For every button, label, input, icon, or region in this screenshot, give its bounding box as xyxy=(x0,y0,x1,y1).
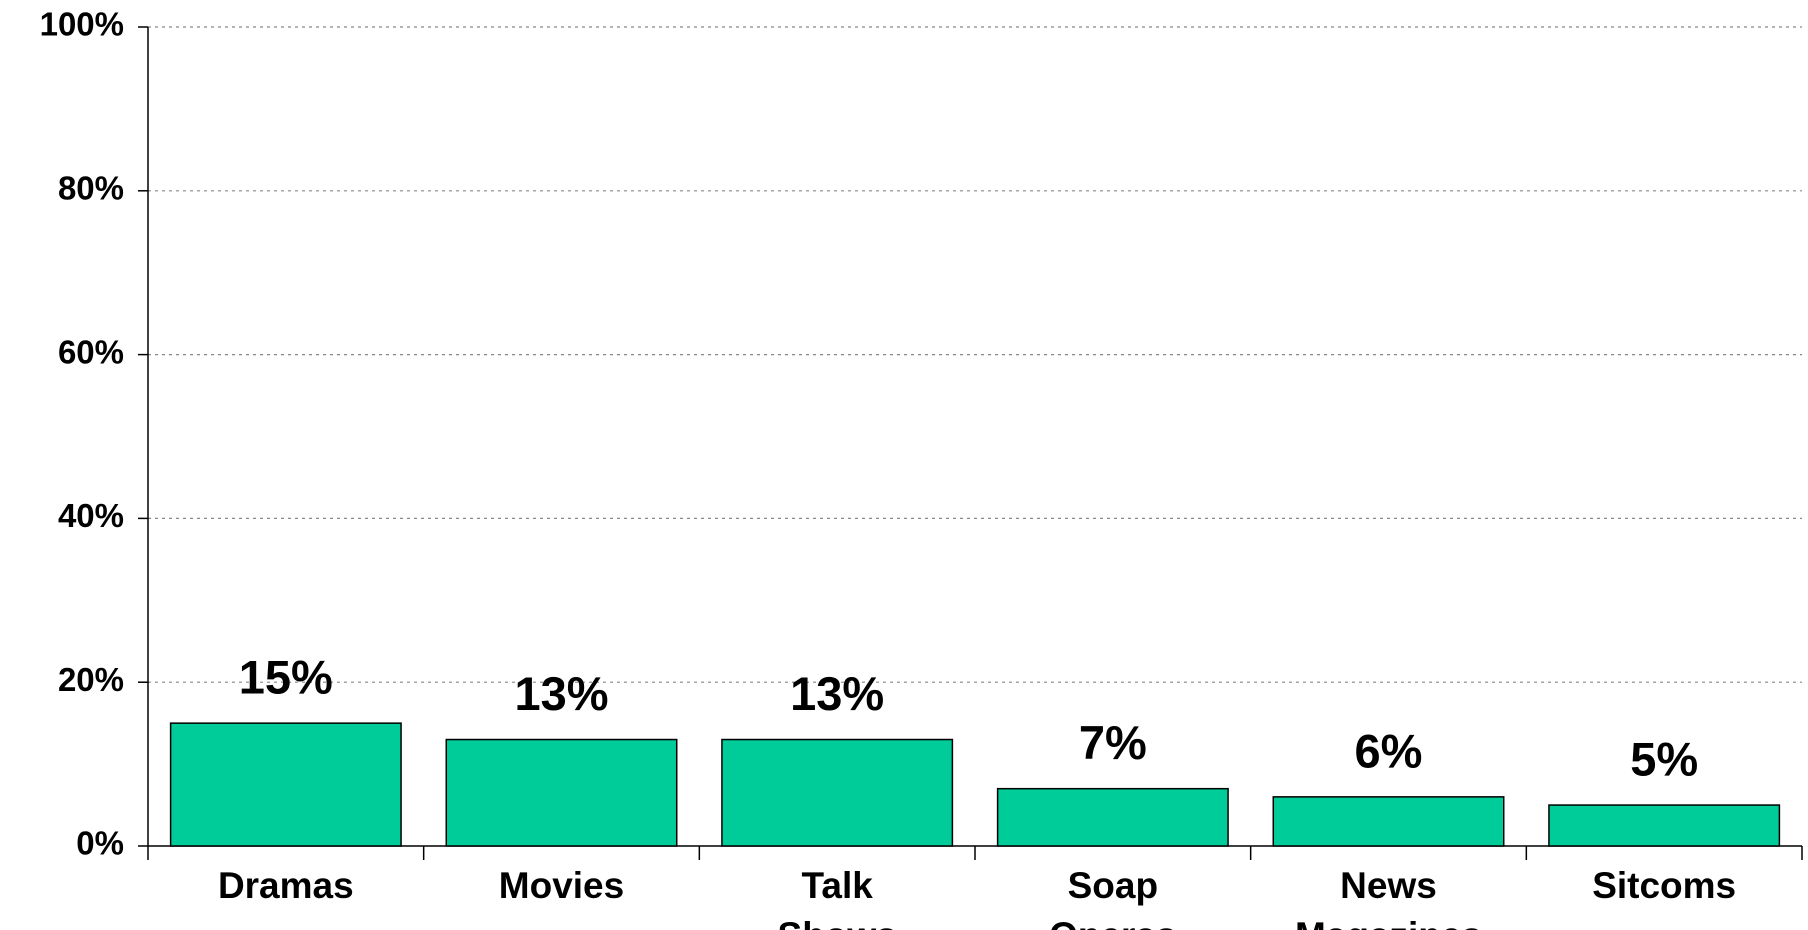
x-tick-label: Movies xyxy=(499,865,624,906)
x-tick-label: Dramas xyxy=(218,865,354,906)
value-label: 13% xyxy=(790,667,884,720)
y-tick-label: 80% xyxy=(58,170,124,207)
y-tick-label: 0% xyxy=(76,825,124,862)
x-tick-label: NewsMagazines xyxy=(1295,865,1482,930)
y-tick-label: 20% xyxy=(58,661,124,698)
bar xyxy=(996,787,1229,847)
bar xyxy=(169,722,402,847)
value-label: 6% xyxy=(1355,724,1423,777)
bar xyxy=(721,738,954,847)
bar xyxy=(445,738,678,847)
y-tick-label: 40% xyxy=(58,497,124,534)
bar xyxy=(1548,804,1781,847)
y-tick-label: 100% xyxy=(40,6,124,43)
value-label: 15% xyxy=(239,651,333,704)
y-tick-label: 60% xyxy=(58,333,124,370)
x-tick-label: Sitcoms xyxy=(1592,865,1736,906)
bar xyxy=(1272,796,1505,847)
x-tick-label: TalkShows xyxy=(778,865,897,930)
value-label: 7% xyxy=(1079,716,1147,769)
value-label: 13% xyxy=(514,667,608,720)
value-label: 5% xyxy=(1630,732,1698,785)
x-tick-label: SoapOperas xyxy=(1049,865,1177,930)
